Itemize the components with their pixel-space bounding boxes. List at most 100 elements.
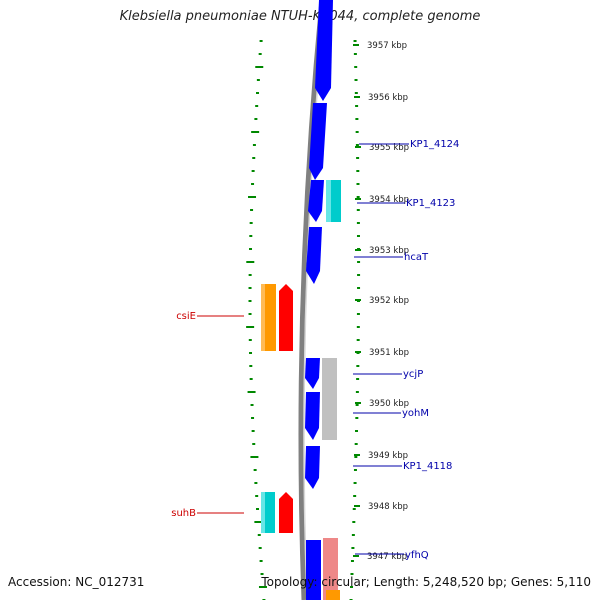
- gc-tick: [356, 196, 360, 198]
- gc-tick: [355, 118, 359, 120]
- cds-feature: [308, 180, 324, 222]
- gc-tick: [251, 183, 255, 185]
- gc-tick: [356, 157, 360, 159]
- gc-tick: [249, 222, 253, 224]
- gc-tick: [350, 573, 354, 575]
- kbp-tick-label: 3953 kbp: [369, 246, 409, 256]
- gc-tick: [248, 300, 252, 302]
- gene-label: yohM: [402, 408, 429, 419]
- gc-tick: [252, 144, 256, 146]
- pink-feature: [323, 538, 338, 600]
- gray-feature: [322, 358, 337, 440]
- other-features: [322, 180, 341, 600]
- kbp-tick-mark: [353, 555, 359, 557]
- gene-label: yfhQ: [405, 550, 429, 561]
- gc-tick: [355, 105, 359, 107]
- gc-tick: [357, 261, 361, 263]
- kbp-ticks: 3957 kbp 3956 kbp 3955 kbp 3954 kbp 3953 kbp…: [353, 41, 409, 562]
- map-title: Klebsiella pneumoniae NTUH-K2044, comple…: [119, 9, 481, 24]
- cds-feature: [306, 540, 321, 600]
- cyan-feature-shade: [326, 180, 331, 222]
- cds-feature: [306, 227, 322, 284]
- kbp-tick-label: 3957 kbp: [367, 41, 407, 51]
- gene-label: hcaT: [404, 252, 429, 263]
- red-feature: [279, 492, 293, 533]
- gc-tick: [259, 40, 263, 42]
- gc-tick: [354, 79, 358, 81]
- gc-tick: [351, 534, 355, 536]
- gc-tick: [251, 131, 260, 133]
- kbp-tick-mark: [354, 96, 360, 98]
- kbp-tick-label: 3956 kbp: [368, 93, 408, 103]
- gc-tick: [252, 443, 256, 445]
- gc-tick: [251, 430, 255, 432]
- gc-tick: [251, 417, 255, 419]
- gc-tick: [249, 235, 253, 237]
- cds-feature: [305, 392, 320, 440]
- gc-tick: [255, 495, 259, 497]
- gc-tick: [353, 482, 357, 484]
- kbp-tick-mark: [353, 44, 359, 46]
- gc-tick: [356, 326, 360, 328]
- gc-tick: [260, 573, 264, 575]
- kbp-tick-mark: [354, 505, 360, 507]
- gc-tick: [357, 274, 361, 276]
- gc-tick: [356, 235, 360, 237]
- gc-tick: [353, 469, 357, 471]
- gene-label: KP1_4123: [406, 198, 455, 209]
- gc-content-ring-right: [349, 40, 361, 600]
- gene-label: csiE: [176, 311, 196, 322]
- gc-tick: [354, 92, 358, 94]
- kbp-tick-label: 3952 kbp: [369, 296, 409, 306]
- gc-tick: [256, 508, 260, 510]
- gc-tick: [248, 196, 257, 198]
- gc-tick: [249, 378, 253, 380]
- gc-tick: [246, 261, 255, 263]
- gc-tick: [356, 170, 360, 172]
- gc-tick: [354, 443, 358, 445]
- gc-tick: [256, 79, 260, 81]
- kbp-tick-label: 3950 kbp: [369, 399, 409, 409]
- cds-feature: [309, 103, 327, 180]
- genome-backbone: [298, 0, 325, 600]
- reverse-features: [261, 284, 293, 533]
- kbp-tick-mark: [355, 249, 361, 251]
- gc-tick: [258, 547, 262, 549]
- kbp-tick-label: 3955 kbp: [369, 143, 409, 153]
- gc-tick: [357, 287, 361, 289]
- gc-tick: [356, 378, 360, 380]
- orange-feature: [326, 590, 340, 600]
- gc-tick: [356, 365, 360, 367]
- gc-tick: [355, 404, 359, 406]
- cds-feature: [315, 0, 333, 101]
- gc-tick: [356, 313, 360, 315]
- gc-tick: [246, 326, 255, 328]
- gc-tick: [257, 534, 261, 536]
- cds-features: [305, 0, 333, 600]
- kbp-tick-label: 3951 kbp: [369, 348, 409, 358]
- topology-text: Topology: circular; Length: 5,248,520 bp…: [261, 575, 591, 589]
- gc-tick: [254, 521, 263, 523]
- gc-tick: [355, 417, 359, 419]
- gc-tick: [250, 456, 259, 458]
- kbp-tick-label: 3954 kbp: [369, 195, 409, 205]
- gc-content-ring-left: [246, 40, 267, 600]
- gc-tick: [352, 508, 356, 510]
- gc-tick: [355, 391, 359, 393]
- gc-tick: [355, 430, 359, 432]
- gc-tick: [253, 469, 257, 471]
- gc-tick: [249, 248, 253, 250]
- kbp-tick-label: 3947 kbp: [367, 552, 407, 562]
- gc-tick: [248, 287, 252, 289]
- gc-tick: [247, 391, 256, 393]
- gc-tick: [353, 40, 357, 42]
- gc-tick: [354, 456, 358, 458]
- gc-tick: [248, 339, 252, 341]
- cds-feature: [305, 358, 320, 389]
- gc-tick: [251, 170, 255, 172]
- gc-tick: [250, 209, 254, 211]
- orange-feature-shade: [261, 284, 265, 351]
- kbp-tick-mark: [355, 198, 361, 200]
- gc-tick: [249, 365, 253, 367]
